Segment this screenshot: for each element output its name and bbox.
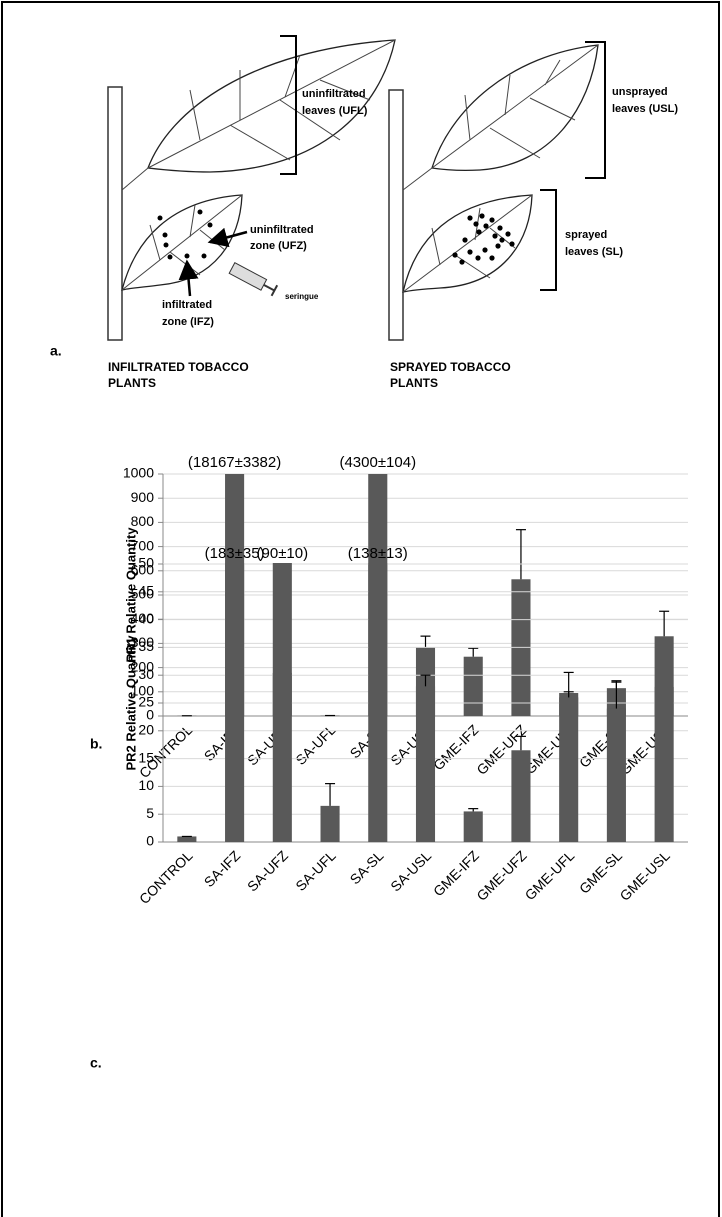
y-tick-label: 100: [131, 683, 155, 699]
y-tick-label: 40: [138, 610, 154, 626]
x-tick-label: SA-USL: [387, 847, 434, 894]
bar: [415, 686, 436, 842]
annotation: uninfiltrated: [302, 88, 366, 100]
x-tick-label: SA-UFZ: [244, 847, 291, 894]
x-tick-label: GME-USL: [616, 847, 673, 904]
panel-a-diagram: [107, 35, 606, 341]
y-tick-label: 50: [138, 555, 154, 571]
y-tick-label: 25: [138, 694, 154, 710]
annotation: uninfiltrated: [250, 224, 314, 236]
panel-label: a.: [50, 343, 62, 359]
annotation: leaves (SL): [565, 246, 623, 258]
x-tick-label: SA-UFL: [292, 847, 339, 894]
y-tick-label: 20: [138, 722, 154, 738]
y-tick-label: 0: [146, 833, 154, 849]
annotation: sprayed: [565, 229, 607, 241]
y-tick-label: 800: [131, 513, 155, 529]
value-label: (138±13): [348, 545, 408, 562]
plant-title: PLANTS: [390, 376, 438, 390]
panel-label: b.: [90, 736, 102, 752]
y-tick-label: 30: [138, 666, 154, 682]
plant-title: PLANTS: [108, 376, 156, 390]
bar: [654, 636, 674, 842]
y-tick-label: 700: [131, 537, 155, 553]
y-tick-label: 500: [131, 586, 155, 602]
x-tick-label: SA-SL: [347, 847, 387, 887]
plant-title: SPRAYED TOBACCO: [390, 360, 511, 374]
bar: [559, 697, 579, 842]
x-tick-label: CONTROL: [136, 847, 196, 907]
y-tick-label: 5: [146, 805, 154, 821]
x-tick-label: GME-SL: [576, 847, 625, 896]
x-tick-label: GME-UFZ: [473, 847, 530, 904]
value-label: (90±10): [257, 545, 309, 562]
annotation: leaves (UFL): [302, 105, 368, 117]
bar: [368, 563, 388, 843]
bar: [463, 811, 483, 842]
y-axis-label: PR2 Relative Quantity: [123, 635, 138, 771]
bar: [177, 836, 197, 842]
plot-area: [177, 563, 674, 843]
annotation: zone (UFZ): [250, 240, 307, 252]
bar: [272, 563, 292, 842]
bar: [511, 750, 531, 842]
y-tick-label: 300: [131, 634, 155, 650]
y-tick-label: 600: [131, 562, 155, 578]
plant-title: INFILTRATED TOBACCO: [108, 360, 249, 374]
annotation: seringue: [285, 292, 319, 301]
y-tick-label: 200: [131, 658, 155, 674]
bar: [225, 563, 245, 842]
bar: [463, 656, 483, 716]
y-tick-label: 35: [138, 638, 154, 654]
value-label: (183±35): [205, 545, 265, 562]
x-tick-label: SA-UFL: [292, 721, 339, 768]
x-tick-label: SA-IFZ: [201, 847, 244, 890]
value-label: (18167±3382): [188, 454, 281, 471]
annotation: leaves (USL): [612, 103, 678, 115]
x-tick-label: GME-UFL: [522, 847, 578, 903]
y-tick-label: 900: [131, 489, 155, 505]
y-tick-label: 0: [146, 707, 154, 723]
y-tick-label: 45: [138, 583, 154, 599]
bar: [606, 708, 626, 842]
bar: [320, 805, 340, 842]
panel-label: c.: [90, 1055, 102, 1071]
y-tick-label: 10: [138, 777, 154, 793]
y-tick-label: 15: [138, 749, 154, 765]
y-tick-label: 1000: [123, 465, 154, 481]
annotation: infiltrated: [162, 299, 212, 311]
y-tick-label: 400: [131, 610, 155, 626]
y-axis-label: PR1 Relative Quantity: [123, 527, 138, 663]
annotation: unsprayed: [612, 86, 668, 98]
value-label: (4300±104): [339, 454, 416, 471]
annotation: zone (IFZ): [162, 316, 214, 328]
